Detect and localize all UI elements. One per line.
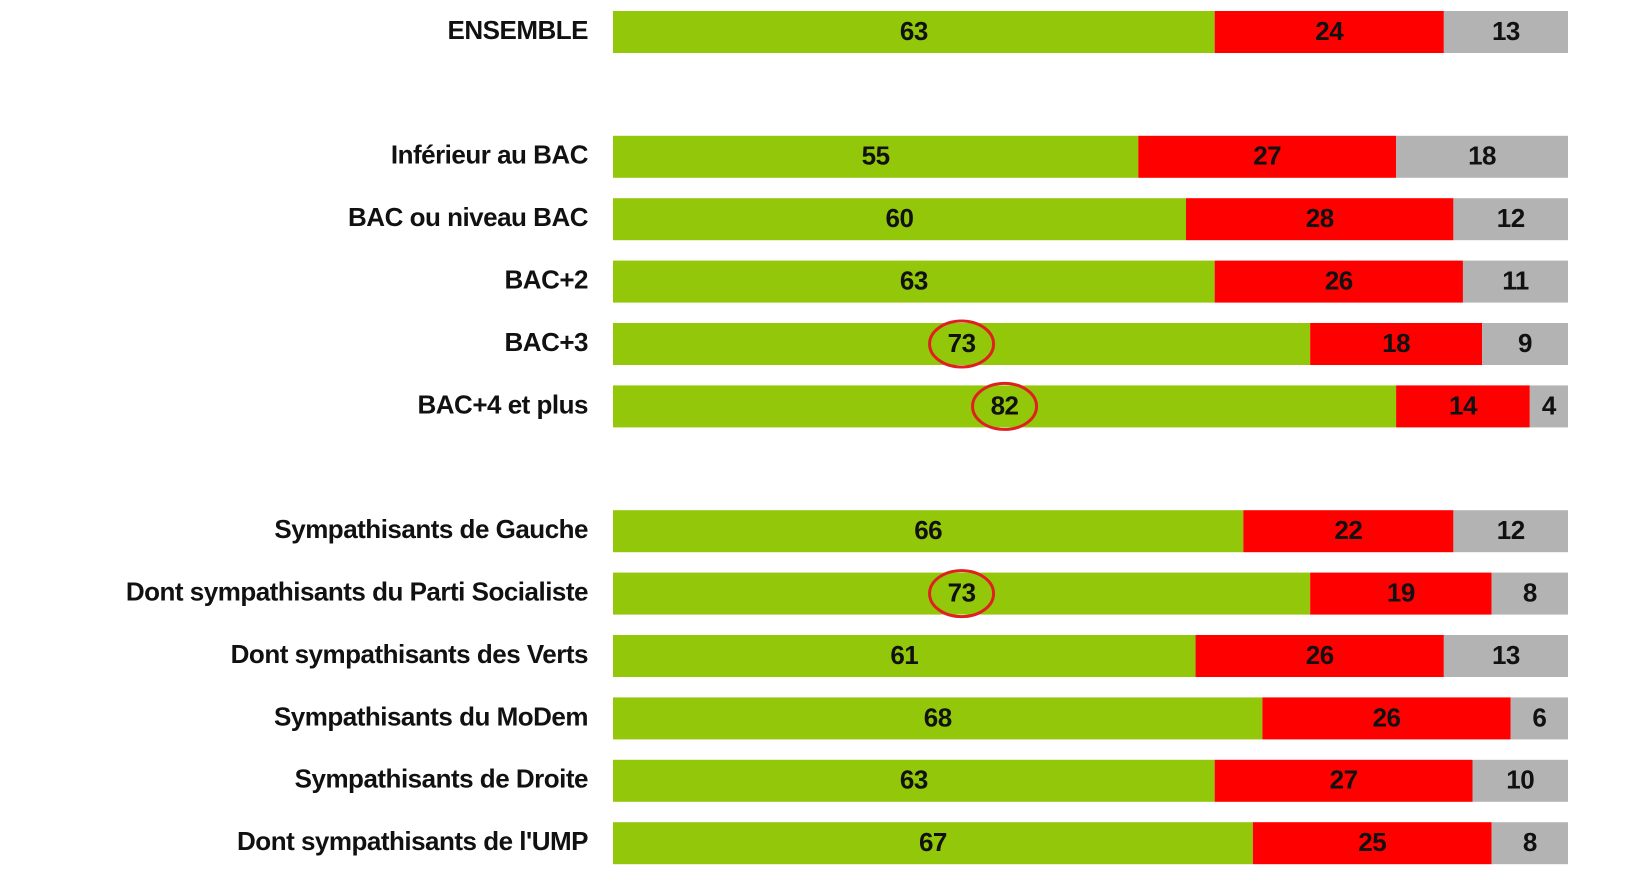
bar-segment — [1214, 260, 1463, 303]
category-label: Sympathisants du MoDem — [274, 701, 588, 731]
category-label: BAC ou niveau BAC — [348, 202, 589, 232]
bar-segment — [1138, 135, 1397, 178]
value-label: 13 — [1492, 16, 1520, 46]
category-label: Inférieur au BAC — [391, 140, 589, 170]
bar-segment — [1472, 759, 1568, 802]
category-label: Dont sympathisants des Verts — [231, 639, 588, 669]
category-label: Dont sympathisants du Parti Socialiste — [126, 576, 588, 606]
bar-segment — [1186, 198, 1454, 241]
value-label: 14 — [1449, 390, 1478, 420]
bar-segment — [1310, 572, 1492, 615]
bar-segment — [1310, 323, 1483, 365]
bar-segment — [1195, 635, 1444, 677]
highlight-circle — [971, 381, 1039, 431]
value-label: 24 — [1315, 16, 1344, 46]
value-label: 13 — [1492, 640, 1520, 670]
value-label: 18 — [1468, 141, 1496, 171]
value-label: 66 — [914, 515, 942, 545]
value-label: 73 — [948, 577, 976, 607]
value-label: 11 — [1502, 265, 1529, 295]
category-label: BAC+2 — [505, 264, 589, 294]
value-label: 68 — [924, 702, 952, 732]
bar-segment — [1510, 697, 1568, 740]
value-label: 22 — [1334, 515, 1362, 545]
category-label: ENSEMBLE — [448, 15, 589, 45]
bar-segment — [1482, 323, 1568, 365]
value-label: 25 — [1358, 827, 1386, 857]
value-label: 19 — [1387, 577, 1415, 607]
bar-segment — [613, 11, 1215, 53]
value-label: 63 — [900, 265, 928, 295]
value-label: 10 — [1506, 765, 1534, 795]
value-label: 60 — [886, 203, 914, 233]
bar-segment — [1243, 510, 1454, 553]
bar-segment — [613, 759, 1215, 802]
value-label: 12 — [1497, 203, 1525, 233]
highlight-circle — [928, 319, 996, 369]
value-label: 67 — [919, 827, 947, 857]
value-label: 6 — [1532, 702, 1546, 732]
bar-segment — [1462, 260, 1568, 303]
value-label: 63 — [900, 16, 928, 46]
category-label: Sympathisants de Gauche — [274, 514, 588, 544]
value-label: 73 — [948, 328, 976, 358]
bar-segment — [613, 198, 1186, 241]
value-label: 27 — [1330, 765, 1358, 795]
value-label: 27 — [1253, 141, 1281, 171]
bar-segment — [613, 822, 1253, 865]
value-label: 4 — [1542, 390, 1557, 420]
bar-segment — [613, 572, 1311, 615]
bar-segment — [1396, 385, 1530, 428]
bar-segment — [613, 323, 1311, 365]
value-label: 82 — [991, 390, 1019, 420]
value-label: 8 — [1523, 577, 1537, 607]
category-label: BAC+3 — [505, 327, 589, 357]
bar-segment — [1443, 11, 1568, 53]
value-label: 18 — [1382, 328, 1410, 358]
bar-segment — [613, 135, 1139, 178]
bar-segment — [1529, 385, 1568, 428]
bar-segment — [1396, 135, 1568, 178]
category-label: BAC+4 et plus — [418, 389, 589, 419]
highlight-circle — [928, 569, 996, 619]
value-label: 63 — [900, 765, 928, 795]
bar-segment — [613, 635, 1196, 677]
value-label: 26 — [1325, 265, 1353, 295]
value-label: 26 — [1306, 640, 1334, 670]
value-label: 28 — [1306, 203, 1334, 233]
value-label: 61 — [890, 640, 918, 670]
bar-segment — [1443, 635, 1568, 677]
value-label: 55 — [862, 141, 890, 171]
category-label: Dont sympathisants de l'UMP — [237, 826, 588, 856]
value-label: 8 — [1523, 827, 1537, 857]
bar-segment — [613, 385, 1397, 428]
bar-segment — [1453, 198, 1568, 241]
bar-segment — [1252, 822, 1492, 865]
bar-segment — [1262, 697, 1511, 740]
bar-segment — [1491, 572, 1568, 615]
bar-segment — [1214, 759, 1473, 802]
category-label: Sympathisants de Droite — [295, 764, 588, 794]
bar-segment — [1453, 510, 1568, 553]
value-label: 26 — [1373, 702, 1401, 732]
bar-segment — [613, 510, 1244, 553]
bar-segment — [1214, 11, 1444, 53]
value-label: 9 — [1518, 328, 1532, 358]
bar-segment — [1491, 822, 1568, 865]
bar-segment — [613, 697, 1263, 740]
bar-segment — [613, 260, 1215, 303]
value-label: 12 — [1497, 515, 1525, 545]
